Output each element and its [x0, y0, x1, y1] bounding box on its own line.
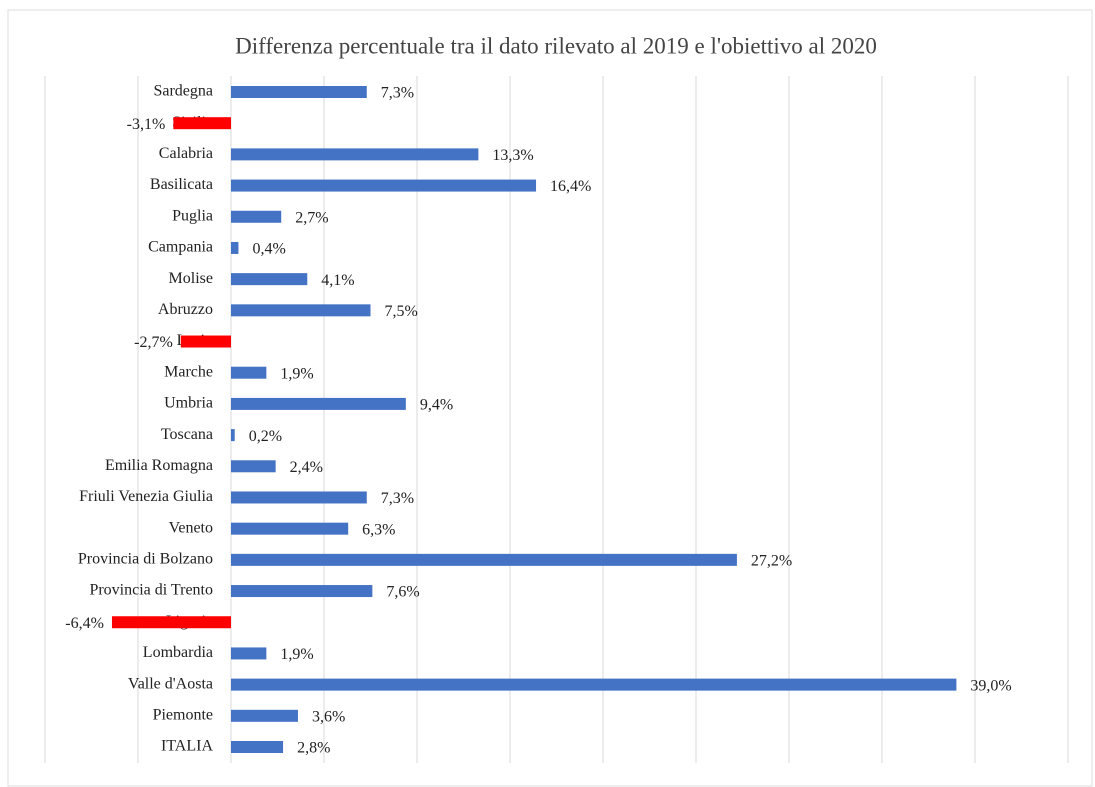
- y-tick-label: Provincia di Trento: [89, 582, 213, 599]
- data-label: 6,3%: [362, 521, 395, 538]
- data-label: 7,3%: [381, 490, 414, 507]
- bar: [180, 335, 231, 348]
- data-label: 2,4%: [290, 459, 323, 476]
- data-label: 16,4%: [550, 178, 591, 195]
- bar: [231, 241, 239, 254]
- bar: [231, 210, 282, 223]
- data-label: 39,0%: [970, 677, 1011, 694]
- data-label: 1,9%: [280, 365, 313, 382]
- y-tick-label: Provincia di Bolzano: [78, 551, 213, 568]
- y-tick-label: Molise: [169, 270, 213, 287]
- y-tick-label: Veneto: [169, 519, 213, 536]
- data-label: 4,1%: [321, 272, 354, 289]
- data-label: 7,5%: [385, 303, 418, 320]
- y-tick-label: Valle d'Aosta: [128, 675, 213, 692]
- bar: [231, 647, 267, 660]
- data-label: -6,4%: [65, 615, 104, 632]
- bar: [231, 522, 349, 535]
- bar: [231, 741, 284, 753]
- y-tick-label: Sardegna: [153, 83, 213, 100]
- bar: [231, 491, 367, 504]
- data-label: 2,7%: [295, 209, 328, 226]
- data-label: -3,1%: [127, 116, 166, 133]
- bar: [231, 273, 308, 286]
- bar: [231, 148, 479, 161]
- y-tick-label: Lombardia: [143, 644, 213, 661]
- data-label: 0,4%: [252, 241, 285, 258]
- data-label: 0,2%: [249, 428, 282, 445]
- y-tick-label: ITALIA: [161, 738, 213, 755]
- bar: [231, 429, 235, 442]
- bar: [173, 117, 231, 130]
- data-label: 2,8%: [297, 740, 330, 757]
- y-tick-label: Puglia: [172, 207, 213, 224]
- y-tick-label: Emilia Romagna: [105, 457, 213, 474]
- bar: [231, 553, 737, 566]
- y-tick-label: Campania: [148, 239, 213, 256]
- y-tick-label: Calabria: [159, 145, 213, 162]
- bar: [231, 678, 957, 691]
- chart-frame: [7, 9, 1093, 787]
- data-label: 9,4%: [420, 397, 453, 414]
- bar: [231, 366, 267, 379]
- y-tick-label: Umbria: [164, 395, 213, 412]
- data-label: 27,2%: [751, 553, 792, 570]
- chart-title: Differenza percentuale tra il dato rilev…: [235, 33, 877, 58]
- y-tick-label: Marche: [164, 363, 213, 380]
- data-label: 7,6%: [386, 584, 419, 601]
- y-tick-label: Basilicata: [150, 176, 213, 193]
- bar: [111, 616, 231, 629]
- data-label: -2,7%: [134, 334, 173, 351]
- bar: [231, 585, 373, 598]
- bar: [231, 397, 406, 410]
- bar: [231, 304, 371, 317]
- bar: [231, 179, 537, 192]
- data-label: 1,9%: [280, 646, 313, 663]
- y-tick-label: Abruzzo: [158, 301, 213, 318]
- y-tick-label: Friuli Venezia Giulia: [79, 488, 213, 505]
- data-label: 3,6%: [312, 708, 345, 725]
- data-label: 7,3%: [381, 85, 414, 102]
- bar: [231, 460, 276, 473]
- y-tick-label: Piemonte: [153, 706, 213, 723]
- data-label: 13,3%: [492, 147, 533, 164]
- bar: [231, 86, 367, 98]
- bar: [231, 709, 298, 722]
- y-tick-label: Toscana: [161, 426, 213, 443]
